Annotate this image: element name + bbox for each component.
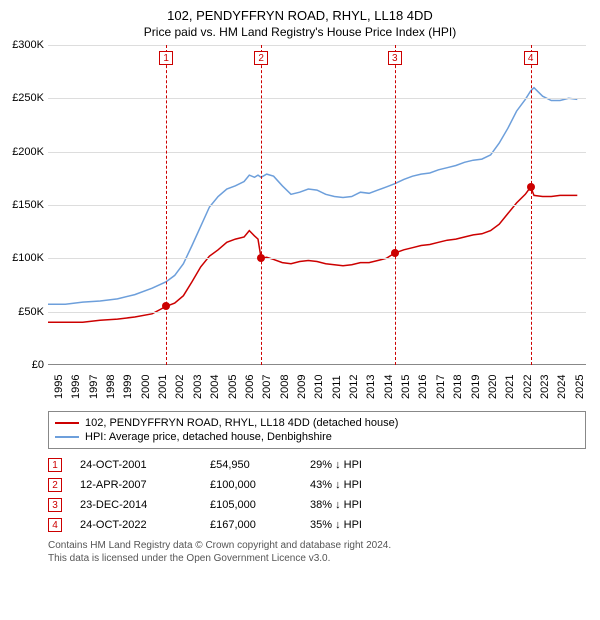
footer-attribution: Contains HM Land Registry data © Crown c… <box>48 539 586 565</box>
x-axis-label: 2002 <box>174 375 186 399</box>
x-axis-label: 2020 <box>487 375 499 399</box>
x-axis-label: 2023 <box>539 375 551 399</box>
sale-marker-dot <box>162 302 170 310</box>
legend-swatch <box>55 422 79 424</box>
x-axis-label: 2008 <box>279 375 291 399</box>
x-axis-label: 1996 <box>70 375 82 399</box>
x-axis-label: 1999 <box>122 375 134 399</box>
sales-row-price: £54,950 <box>210 459 310 471</box>
y-axis-label: £50K <box>2 306 44 318</box>
legend-label: HPI: Average price, detached house, Denb… <box>85 431 332 443</box>
x-axis-label: 2007 <box>261 375 273 399</box>
series-hpi <box>48 88 577 305</box>
sale-marker-line <box>531 45 532 365</box>
x-axis-label: 2018 <box>452 375 464 399</box>
sales-row: 1 24-OCT-2001£54,95029% ↓ HPI <box>48 455 586 475</box>
sales-row-marker: 4 <box>48 518 62 532</box>
gridline <box>48 205 586 206</box>
sales-row-diff: 43% ↓ HPI <box>310 479 420 491</box>
legend-swatch <box>55 436 79 438</box>
x-axis-label: 2015 <box>400 375 412 399</box>
sales-row-marker: 2 <box>48 478 62 492</box>
sales-row: 3 23-DEC-2014£105,00038% ↓ HPI <box>48 495 586 515</box>
sales-row-date: 12-APR-2007 <box>80 479 210 491</box>
x-axis-label: 2013 <box>365 375 377 399</box>
sale-marker-box: 3 <box>388 51 402 65</box>
x-axis-label: 2024 <box>556 375 568 399</box>
x-axis-label: 2022 <box>522 375 534 399</box>
sales-row-date: 23-DEC-2014 <box>80 499 210 511</box>
x-axis-label: 2017 <box>435 375 447 399</box>
sale-marker-dot <box>257 254 265 262</box>
x-axis-label: 2004 <box>209 375 221 399</box>
x-axis-label: 2009 <box>296 375 308 399</box>
chart-title: 102, PENDYFFRYN ROAD, RHYL, LL18 4DD <box>0 0 600 23</box>
sale-marker-box: 4 <box>524 51 538 65</box>
x-axis-label: 2001 <box>157 375 169 399</box>
x-axis-labels: 1995 1996 1997 1998 1999 2000 2001 2002 2003 2004… <box>48 365 586 405</box>
x-axis-label: 1997 <box>88 375 100 399</box>
sales-row-marker: 1 <box>48 458 62 472</box>
sales-row: 4 24-OCT-2022£167,00035% ↓ HPI <box>48 515 586 535</box>
legend-row: 102, PENDYFFRYN ROAD, RHYL, LL18 4DD (de… <box>55 416 579 430</box>
sale-marker-dot <box>527 183 535 191</box>
sales-row: 2 12-APR-2007£100,00043% ↓ HPI <box>48 475 586 495</box>
y-axis-label: £250K <box>2 92 44 104</box>
gridline <box>48 98 586 99</box>
legend: 102, PENDYFFRYN ROAD, RHYL, LL18 4DD (de… <box>48 411 586 449</box>
x-axis-label: 2025 <box>574 375 586 399</box>
y-axis-label: £300K <box>2 39 44 51</box>
x-axis-label: 1995 <box>53 375 65 399</box>
x-axis-label: 2014 <box>383 375 395 399</box>
x-axis-label: 2019 <box>470 375 482 399</box>
y-axis-label: £150K <box>2 199 44 211</box>
x-axis-label: 2006 <box>244 375 256 399</box>
sales-row-diff: 38% ↓ HPI <box>310 499 420 511</box>
series-property <box>48 187 577 322</box>
sale-marker-dot <box>391 249 399 257</box>
footer-line-1: Contains HM Land Registry data © Crown c… <box>48 539 586 552</box>
y-axis-label: £100K <box>2 252 44 264</box>
chart-area: £0£50K£100K£150K£200K£250K£300K 1234 <box>48 45 586 365</box>
x-axis-label: 2016 <box>417 375 429 399</box>
legend-label: 102, PENDYFFRYN ROAD, RHYL, LL18 4DD (de… <box>85 417 398 429</box>
sale-marker-box: 2 <box>254 51 268 65</box>
sales-row-price: £167,000 <box>210 519 310 531</box>
x-axis-label: 2021 <box>504 375 516 399</box>
sales-row-diff: 35% ↓ HPI <box>310 519 420 531</box>
footer-line-2: This data is licensed under the Open Gov… <box>48 552 586 565</box>
x-axis-label: 2005 <box>227 375 239 399</box>
sales-row-price: £105,000 <box>210 499 310 511</box>
x-axis-label: 1998 <box>105 375 117 399</box>
x-axis-label: 2003 <box>192 375 204 399</box>
gridline <box>48 258 586 259</box>
x-axis-label: 2012 <box>348 375 360 399</box>
y-axis-label: £200K <box>2 146 44 158</box>
legend-row: HPI: Average price, detached house, Denb… <box>55 430 579 444</box>
x-axis-label: 2011 <box>331 375 343 399</box>
gridline <box>48 152 586 153</box>
sales-row-price: £100,000 <box>210 479 310 491</box>
sales-row-marker: 3 <box>48 498 62 512</box>
y-axis-label: £0 <box>2 359 44 371</box>
sales-row-date: 24-OCT-2001 <box>80 459 210 471</box>
sale-marker-line <box>261 45 262 365</box>
sales-table: 1 24-OCT-2001£54,95029% ↓ HPI 2 12-APR-2007… <box>48 455 586 535</box>
sales-row-date: 24-OCT-2022 <box>80 519 210 531</box>
chart-subtitle: Price paid vs. HM Land Registry's House … <box>0 23 600 45</box>
x-axis-label: 2010 <box>313 375 325 399</box>
sale-marker-line <box>166 45 167 365</box>
gridline <box>48 45 586 46</box>
sales-row-diff: 29% ↓ HPI <box>310 459 420 471</box>
sale-marker-box: 1 <box>159 51 173 65</box>
x-axis-label: 2000 <box>140 375 152 399</box>
sale-marker-line <box>395 45 396 365</box>
gridline <box>48 312 586 313</box>
